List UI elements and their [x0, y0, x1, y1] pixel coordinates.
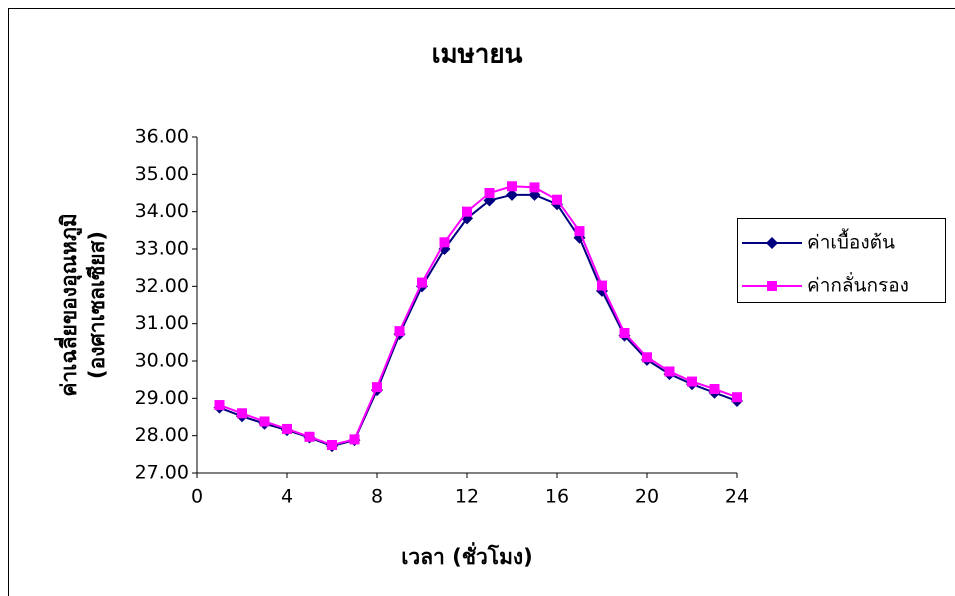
- data-point: [485, 188, 495, 198]
- data-point: [237, 408, 247, 418]
- y-tick-label: 32.00: [135, 275, 189, 297]
- y-tick-label: 31.00: [135, 312, 189, 334]
- x-tick-label: 8: [371, 486, 383, 508]
- x-axis-title: เวลา (ชั่วโมง): [401, 541, 533, 569]
- data-point: [305, 432, 315, 442]
- data-point: [260, 416, 270, 426]
- x-tick-label: 12: [455, 486, 479, 508]
- data-point: [282, 424, 292, 434]
- data-point: [507, 181, 517, 191]
- data-point: [642, 352, 652, 362]
- y-axis-title: ค่าเฉลี่ยของอุณหภูมิ: [53, 213, 83, 396]
- data-point: [620, 328, 630, 338]
- data-point: [530, 182, 540, 192]
- y-tick-label: 28.00: [135, 424, 189, 446]
- chart-title: เมษายน: [432, 40, 523, 70]
- data-point: [732, 392, 742, 402]
- data-point: [665, 366, 675, 376]
- data-point: [417, 278, 427, 288]
- data-point: [327, 440, 337, 450]
- x-tick-label: 16: [545, 486, 569, 508]
- y-tick-label: 27.00: [135, 462, 189, 484]
- legend-label: ค่าเบื้องต้น: [807, 229, 895, 254]
- data-point: [215, 400, 225, 410]
- data-point: [552, 195, 562, 205]
- data-point: [710, 384, 720, 394]
- data-point: [597, 281, 607, 291]
- data-point: [575, 226, 585, 236]
- y-tick-label: 29.00: [135, 387, 189, 409]
- x-tick-label: 4: [281, 486, 293, 508]
- x-tick-label: 0: [191, 486, 203, 508]
- legend-marker: [767, 281, 777, 291]
- data-point: [462, 207, 472, 217]
- legend-label: ค่ากลั่นกรอง: [807, 272, 909, 297]
- y-axis-title: (องศาเซลเซียส): [85, 231, 109, 379]
- y-tick-label: 34.00: [135, 200, 189, 222]
- data-point: [440, 237, 450, 247]
- chart: เมษายน เวลา (ชั่วโมง) ค่าเฉลี่ยของอุณหภู…: [0, 0, 955, 596]
- x-tick-label: 20: [635, 486, 659, 508]
- y-tick-label: 33.00: [135, 238, 189, 260]
- y-tick-label: 30.00: [135, 350, 189, 372]
- data-point: [687, 377, 697, 387]
- x-tick-label: 24: [725, 486, 749, 508]
- data-point: [350, 434, 360, 444]
- y-tick-label: 35.00: [135, 163, 189, 185]
- y-tick-label: 36.00: [135, 126, 189, 148]
- data-point: [395, 326, 405, 336]
- data-point: [372, 382, 382, 392]
